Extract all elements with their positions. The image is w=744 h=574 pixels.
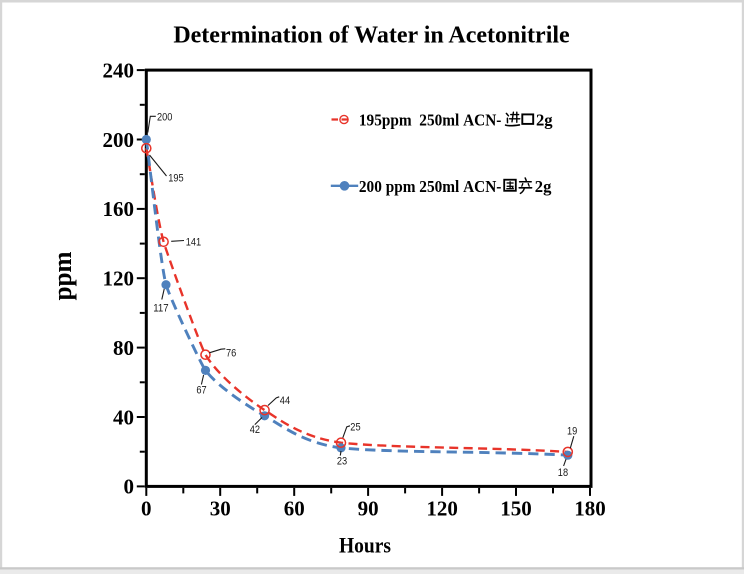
svg-text:195ppm 250ml ACN-: 195ppm 250ml ACN- — [359, 111, 502, 130]
svg-text:25: 25 — [350, 422, 360, 434]
svg-text:150: 150 — [500, 497, 532, 521]
svg-text:200: 200 — [103, 128, 135, 152]
svg-text:90: 90 — [358, 497, 379, 521]
svg-text:2g: 2g — [536, 111, 553, 130]
svg-text:60: 60 — [284, 497, 305, 521]
svg-text:Hours: Hours — [339, 533, 391, 558]
svg-text:2g: 2g — [535, 177, 552, 196]
svg-text:19: 19 — [567, 425, 577, 437]
svg-text:44: 44 — [280, 395, 290, 407]
svg-text:18: 18 — [558, 467, 568, 479]
svg-text:Determination of Water in Acet: Determination of Water in Acetonitrile — [173, 23, 570, 49]
svg-text:160: 160 — [103, 197, 135, 221]
svg-text:76: 76 — [226, 347, 236, 359]
svg-text:120: 120 — [426, 497, 458, 521]
svg-text:0: 0 — [141, 497, 152, 521]
svg-text:80: 80 — [113, 336, 134, 360]
svg-text:ppm: ppm — [48, 251, 77, 300]
svg-text:240: 240 — [103, 58, 135, 82]
svg-text:141: 141 — [186, 236, 201, 248]
svg-text:0: 0 — [124, 475, 135, 499]
svg-text:200: 200 — [157, 112, 172, 124]
svg-text:195: 195 — [168, 173, 183, 185]
svg-text:67: 67 — [196, 384, 206, 396]
svg-text:117: 117 — [153, 303, 168, 315]
svg-text:40: 40 — [113, 405, 134, 429]
svg-text:200 ppm 250ml ACN-: 200 ppm 250ml ACN- — [359, 177, 502, 196]
svg-text:180: 180 — [574, 497, 606, 521]
svg-text:42: 42 — [250, 424, 260, 436]
svg-text:30: 30 — [210, 497, 231, 521]
svg-text:23: 23 — [337, 455, 347, 467]
svg-text:120: 120 — [103, 267, 135, 291]
